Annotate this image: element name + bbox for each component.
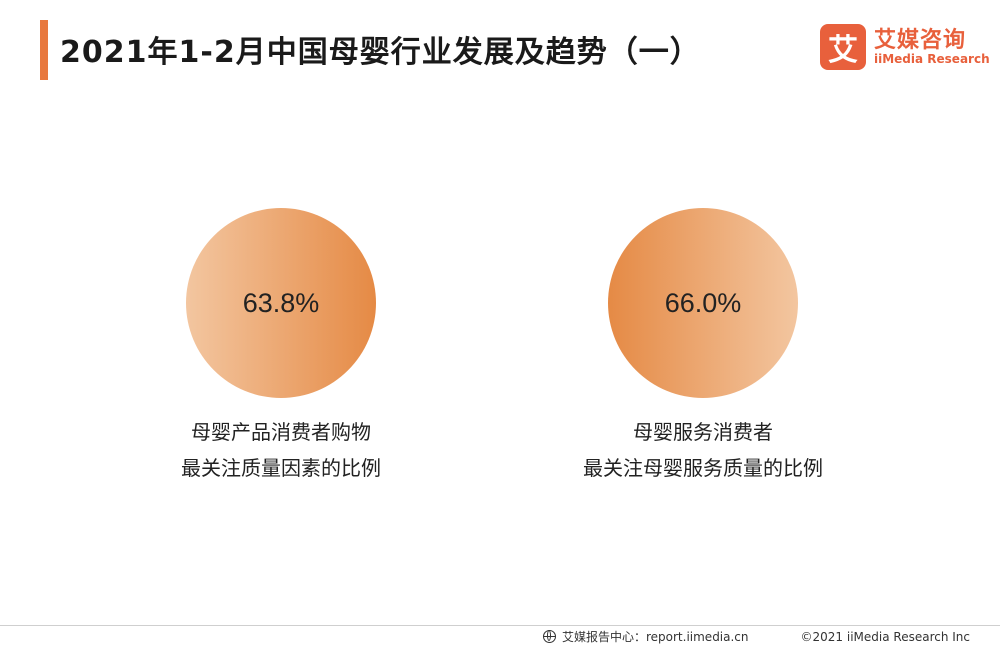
footer-source[interactable]: 艾媒报告中心：report.iimedia.cn [561, 630, 749, 644]
stat-label-line1: 母婴产品消费者购物 [191, 420, 371, 444]
globe-icon [542, 630, 556, 643]
stat-label-line1: 母婴服务消费者 [633, 420, 773, 444]
logo-name-en: iiMedia Research [874, 52, 990, 66]
stat-product-quality: 63.8% 母婴产品消费者购物 最关注质量因素的比例 [131, 208, 431, 486]
stat-value: 66.0% [664, 287, 742, 318]
iimedia-logo: 艾 艾媒咨询 iiMedia Research [820, 22, 990, 74]
stat-label: 母婴产品消费者购物 最关注质量因素的比例 [131, 414, 431, 486]
stat-label-line2: 最关注质量因素的比例 [181, 456, 381, 480]
logo-name-cn: 艾媒咨询 [874, 28, 967, 53]
stat-circle: 63.8% [186, 208, 376, 398]
footer-divider [0, 625, 1000, 626]
stat-label: 母婴服务消费者 最关注母婴服务质量的比例 [553, 414, 853, 486]
title-accent-bar [40, 20, 48, 80]
stat-label-line2: 最关注母婴服务质量的比例 [583, 456, 823, 480]
footer-copyright: ©2021 iiMedia Research Inc [800, 629, 970, 644]
footer: 艾媒报告中心：report.iimedia.cn ©2021 iiMedia R… [542, 628, 970, 645]
stat-circle: 66.0% [608, 208, 798, 398]
page-title: 2021年1-2月中国母婴行业发展及趋势（一） [60, 35, 701, 70]
stat-value: 63.8% [242, 287, 320, 318]
stat-service-quality: 66.0% 母婴服务消费者 最关注母婴服务质量的比例 [553, 208, 853, 486]
logo-mark-icon: 艾 [820, 24, 866, 70]
